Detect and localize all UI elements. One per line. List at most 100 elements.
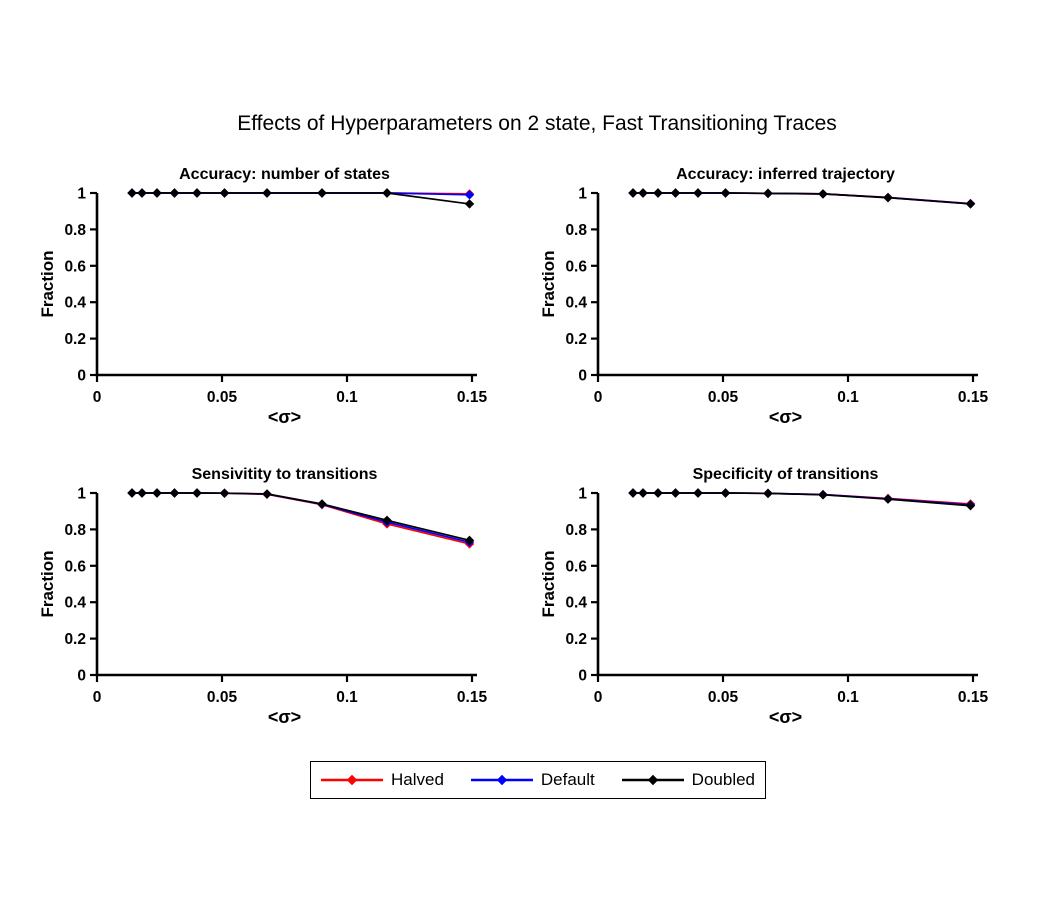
subplot-specificity-of-transitions: Specificity of transitions Fraction 0 0.0… bbox=[521, 460, 1026, 752]
axis-ticks bbox=[90, 491, 474, 682]
data-point-marker bbox=[818, 189, 828, 199]
series-doubled-line bbox=[633, 492, 971, 507]
series-doubled-line bbox=[132, 192, 470, 205]
y-tick-label: 0 bbox=[578, 368, 587, 385]
data-point-marker bbox=[127, 188, 137, 198]
x-tick-label: 0.05 bbox=[207, 689, 238, 706]
axis-ticks bbox=[591, 491, 975, 682]
axis-line bbox=[596, 193, 978, 377]
x-axis-label: <σ> bbox=[768, 407, 803, 427]
y-tick-label: 0.8 bbox=[565, 222, 587, 239]
subplot-accuracy-inferred-trajectory: Accuracy: inferred trajectory Fraction 0… bbox=[521, 160, 1026, 452]
series-halved-markers bbox=[127, 488, 475, 549]
series-default-markers bbox=[628, 488, 976, 510]
y-tick-label: 0.2 bbox=[64, 331, 86, 348]
data-point-marker bbox=[127, 488, 137, 498]
x-tick-label: 0.15 bbox=[457, 389, 488, 406]
x-tick-label: 0.05 bbox=[207, 389, 238, 406]
data-point-marker bbox=[192, 488, 202, 498]
legend-label: Default bbox=[540, 770, 595, 789]
data-point-marker bbox=[317, 188, 327, 198]
x-tick-label: 0.1 bbox=[837, 689, 859, 706]
y-tick-label: 0.2 bbox=[565, 631, 587, 648]
x-tick-label: 0 bbox=[93, 389, 102, 406]
data-point-marker bbox=[763, 488, 773, 499]
data-point-marker bbox=[720, 488, 731, 498]
x-tick-label: 0.05 bbox=[708, 389, 739, 406]
y-tick-label: 0 bbox=[77, 368, 86, 385]
y-tick-label: 0 bbox=[578, 668, 587, 685]
plot-area-svg: 0 0.05 0.1 0.15 0 0.2 0.4 0.6 0.8 1 bbox=[565, 186, 989, 407]
x-tick-label: 0 bbox=[594, 689, 603, 706]
series-halved-markers bbox=[628, 488, 976, 509]
legend-entry-default: Default bbox=[470, 770, 595, 790]
x-tick-label: 0.15 bbox=[958, 389, 989, 406]
y-tick-label: 1 bbox=[578, 486, 587, 503]
plot-area-svg: 0 0.05 0.1 0.15 0 0.2 0.4 0.6 0.8 1 bbox=[64, 486, 488, 707]
data-point-marker bbox=[262, 489, 272, 499]
data-point-marker bbox=[464, 190, 475, 200]
data-point-marker bbox=[693, 188, 703, 198]
y-tick-label: 0 bbox=[77, 668, 86, 685]
data-point-marker bbox=[670, 488, 681, 498]
subplot-sensitivity-to-transitions: Sensivitity to transitions Fraction 0 0.0… bbox=[20, 460, 525, 752]
data-point-marker bbox=[169, 488, 180, 498]
data-point-marker bbox=[638, 488, 648, 498]
series-doubled-line bbox=[633, 192, 971, 205]
axis-ticks bbox=[90, 191, 474, 382]
legend-box: Halved Default Doubled bbox=[310, 761, 766, 799]
legend-entry-doubled: Doubled bbox=[621, 770, 755, 790]
y-tick-label: 0.8 bbox=[64, 222, 86, 239]
data-point-marker bbox=[965, 501, 976, 511]
legend-label: Doubled bbox=[691, 770, 755, 789]
x-axis-label: <σ> bbox=[267, 707, 302, 727]
series-doubled-markers bbox=[628, 488, 976, 511]
y-tick-label: 0.4 bbox=[565, 595, 587, 612]
legend-line-icon-default bbox=[470, 774, 533, 786]
data-point-marker bbox=[628, 188, 638, 198]
subplot-title: Accuracy: number of states bbox=[179, 166, 390, 183]
legend-entry-halved: Halved bbox=[321, 770, 444, 790]
y-tick-label: 0.4 bbox=[565, 295, 587, 312]
legend-line-icon-doubled bbox=[621, 774, 684, 786]
data-point-marker bbox=[152, 188, 162, 198]
subplot-title: Accuracy: inferred trajectory bbox=[676, 166, 895, 183]
axis-line bbox=[95, 193, 477, 377]
y-tick-label: 0.6 bbox=[64, 258, 86, 275]
data-point-marker bbox=[192, 188, 202, 198]
data-point-marker bbox=[219, 188, 230, 198]
data-point-marker bbox=[628, 488, 638, 498]
y-tick-label: 0.6 bbox=[64, 558, 86, 575]
y-tick-label: 0.8 bbox=[64, 522, 86, 539]
series-halved-line bbox=[633, 192, 971, 205]
axis-line bbox=[596, 493, 978, 677]
x-tick-label: 0.15 bbox=[457, 689, 488, 706]
legend-line-icon-halved bbox=[321, 774, 383, 786]
x-tick-label: 0.15 bbox=[958, 689, 989, 706]
data-point-marker bbox=[638, 188, 648, 198]
x-tick-label: 0 bbox=[93, 689, 102, 706]
x-tick-label: 0.1 bbox=[336, 389, 358, 406]
axis-ticks bbox=[591, 191, 975, 382]
data-point-marker bbox=[137, 188, 147, 198]
data-point-marker bbox=[693, 488, 703, 498]
axis-line bbox=[95, 493, 477, 677]
y-tick-label: 1 bbox=[578, 186, 587, 203]
y-tick-label: 1 bbox=[77, 186, 86, 203]
y-tick-label: 0.6 bbox=[565, 558, 587, 575]
data-point-marker bbox=[262, 188, 272, 198]
data-point-marker bbox=[763, 188, 773, 199]
y-tick-label: 0.2 bbox=[565, 331, 587, 348]
series-default-markers bbox=[628, 188, 976, 209]
x-axis-label: <σ> bbox=[768, 707, 803, 727]
data-point-marker bbox=[720, 188, 731, 198]
data-point-marker bbox=[152, 488, 162, 498]
plot-area-svg: 0 0.05 0.1 0.15 0 0.2 0.4 0.6 0.8 1 bbox=[64, 186, 488, 407]
y-tick-label: 0.2 bbox=[64, 631, 86, 648]
data-point-marker bbox=[382, 188, 392, 198]
y-tick-label: 0.4 bbox=[64, 595, 86, 612]
series-doubled-markers bbox=[127, 488, 475, 546]
subplot-title: Specificity of transitions bbox=[692, 466, 879, 483]
data-point-marker bbox=[883, 494, 893, 504]
